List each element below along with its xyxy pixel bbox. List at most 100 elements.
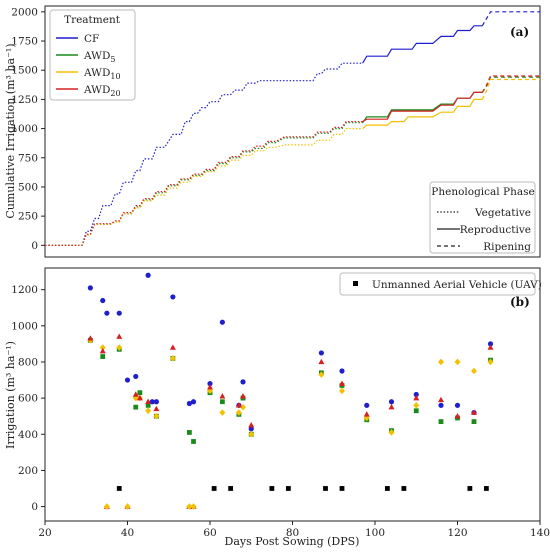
data-point: [285, 486, 291, 491]
y-tick-label: 1250: [11, 94, 38, 106]
data-point: [388, 403, 395, 410]
data-point: [483, 486, 489, 491]
data-point: [364, 402, 370, 408]
panel-b-frame: [44, 267, 541, 522]
legend-label-subscript: 10: [110, 72, 120, 81]
data-point: [100, 297, 106, 304]
data-point: [438, 358, 444, 366]
data-point: [99, 344, 106, 351]
data-point: [363, 411, 370, 417]
uav-legend-marker: [353, 281, 358, 286]
data-point: [116, 310, 122, 316]
treatment-legend-box: [49, 9, 136, 101]
data-point: [145, 398, 152, 404]
legend-label-subscript: 5: [110, 55, 115, 64]
series-line-awd20: [362, 91, 483, 123]
data-point: [438, 402, 444, 408]
data-point: [186, 400, 192, 407]
data-point: [116, 344, 123, 351]
data-point: [235, 402, 242, 408]
uav-legend-label: Unmanned Aerial Vehicle (UAV): [372, 279, 542, 291]
legend-label: AWD5: [83, 50, 115, 64]
data-point: [269, 486, 275, 491]
legend-label: CF: [84, 33, 99, 45]
data-point: [487, 358, 494, 366]
series-line-awd20: [481, 75, 540, 93]
data-point: [191, 439, 196, 444]
y-tick-label: 1500: [11, 65, 38, 77]
data-point: [190, 399, 197, 405]
uav-legend: Unmanned Aerial Vehicle (UAV): [339, 272, 542, 296]
data-point: [87, 335, 94, 341]
data-point: [240, 393, 246, 399]
data-point: [240, 379, 246, 385]
data-point: [145, 402, 151, 408]
data-point: [318, 371, 325, 378]
y-tick-label: 0: [31, 240, 38, 252]
data-point: [401, 486, 407, 491]
data-point: [186, 503, 193, 510]
data-point: [388, 429, 395, 436]
treatment-legend-title: Treatment: [64, 14, 121, 26]
panel-b-y-ticks: 0 200 400 600 800 1000 1200: [11, 284, 45, 513]
data-point: [103, 503, 110, 510]
data-point: [116, 333, 123, 339]
y-tick-label: 1200: [11, 284, 38, 296]
x-tick-label: 80: [286, 527, 299, 539]
data-point: [454, 412, 461, 419]
series-line-cf: [45, 62, 363, 246]
y-tick-label: 0: [31, 501, 38, 513]
data-point: [145, 407, 152, 415]
data-point: [116, 486, 122, 491]
x-tick-label: 100: [365, 527, 385, 539]
data-point: [454, 358, 461, 366]
panel-a-lines: [45, 11, 540, 246]
data-point: [104, 310, 110, 316]
panel-a-label: (a): [510, 25, 529, 39]
data-point: [413, 391, 419, 398]
data-point: [228, 486, 234, 491]
series-line-awd10: [481, 78, 540, 100]
data-point: [137, 390, 143, 396]
data-point: [219, 319, 225, 325]
y-tick-label: 1750: [11, 36, 38, 48]
data-point: [219, 409, 226, 416]
series-line-cf: [362, 25, 483, 64]
data-point: [467, 486, 473, 491]
panel-a-y-axis-title: Cumulative Irrigation (m³ ha⁻¹): [4, 43, 17, 218]
data-point: [235, 409, 242, 416]
data-point: [169, 344, 176, 350]
panel-b-points: [87, 272, 494, 510]
x-tick-label: 120: [447, 527, 467, 539]
phase-legend-label: Vegetative: [474, 207, 531, 219]
data-point: [240, 403, 246, 411]
y-tick-label: 800: [18, 356, 38, 368]
data-point: [471, 409, 477, 415]
data-point: [339, 368, 345, 374]
panel-a: 0 250 500 750 1000 1250 1500 1750 2000 (a) Cumul…: [4, 5, 541, 258]
x-tick-label: 40: [121, 527, 134, 539]
phase-legend-label: Reproductive: [460, 224, 531, 236]
phase-legend-title: Phenological Phase: [431, 186, 534, 198]
data-point: [471, 419, 477, 425]
data-point: [219, 399, 225, 405]
x-tick-label: 20: [38, 527, 51, 539]
y-tick-label: 1000: [11, 320, 38, 332]
data-point: [170, 294, 176, 300]
data-point: [153, 405, 160, 412]
data-point: [211, 486, 217, 491]
data-point: [149, 399, 155, 405]
data-point: [318, 358, 325, 365]
y-tick-label: 1000: [11, 123, 38, 135]
phase-legend: Phenological Phase Vegetative Reproductiv…: [429, 181, 536, 254]
data-point: [339, 486, 345, 491]
data-point: [133, 404, 139, 410]
data-point: [413, 408, 419, 414]
data-point: [87, 285, 93, 291]
data-point: [487, 344, 494, 350]
data-point: [413, 402, 420, 409]
phase-legend-box: [429, 181, 536, 254]
phase-legend-items: Vegetative Reproductive Ripening: [437, 207, 531, 253]
